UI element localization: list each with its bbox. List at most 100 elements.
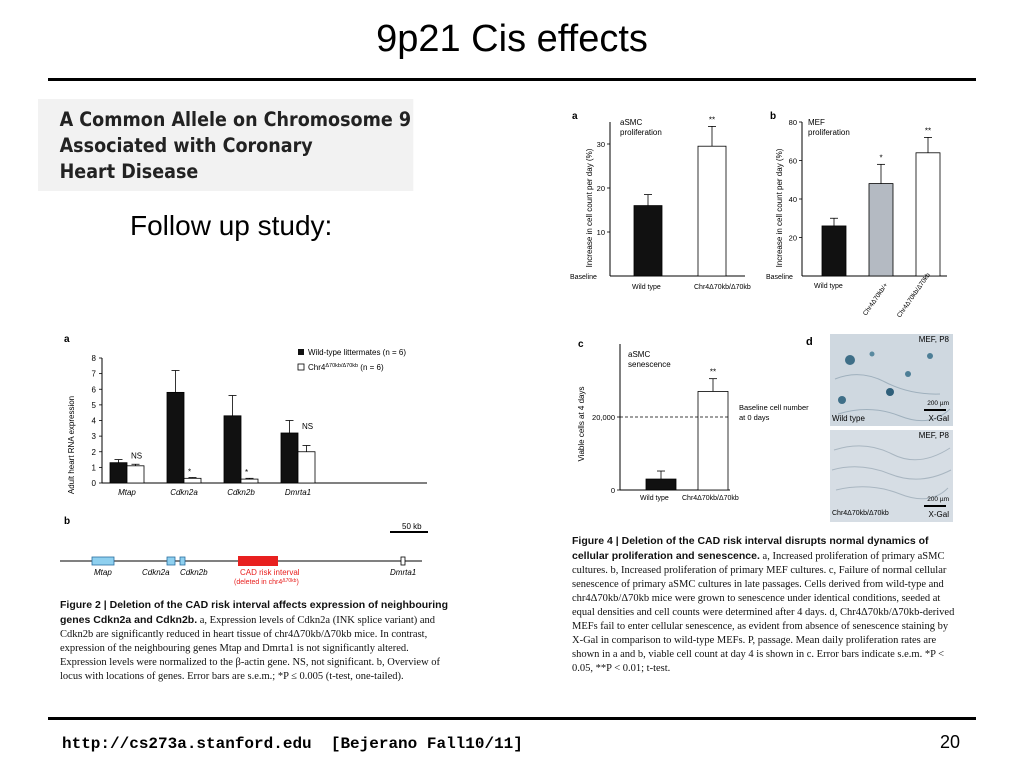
figure4-panel-c-letter: c <box>578 339 584 350</box>
figure4-c-title-2: senescence <box>628 360 671 369</box>
footer-divider <box>48 717 976 720</box>
legend-swatch-chr4 <box>297 363 305 371</box>
figure4-c-baseline-label-1: Baseline cell number <box>739 403 809 412</box>
figure4-b-bar-1 <box>821 225 847 277</box>
paper-title-clipping: A Common Allele on Chromosome 9 Associat… <box>38 99 414 191</box>
figure4-c-baseline-label-2: at 0 days <box>739 413 770 422</box>
figure4-c-xlabel-wt: Wild type <box>640 495 669 502</box>
gene-label-mtap: Mtap <box>94 568 112 577</box>
cad-label-line2: (deleted in chr4Δ70kb) <box>234 578 299 586</box>
figure2-x-tick-label: Mtap <box>118 488 136 497</box>
figure4-panel-d-letter: d <box>806 336 813 348</box>
figure4-a-title-1: aSMC <box>620 118 642 127</box>
figure2-bar-dmrta1-s2 <box>297 451 316 484</box>
figure4-b-y-tick-label: 60 <box>789 157 797 166</box>
figure4-a-plot: 10 20 30 ** <box>597 115 745 277</box>
cad-risk-interval <box>238 556 278 566</box>
follow-up-label: Follow up study: <box>130 210 333 241</box>
figure2-bar-cdkn2a-s2 <box>183 477 202 484</box>
figure4-c-plot: 0 20,000 ** <box>592 344 730 495</box>
figure4-b-significance: ** <box>925 126 931 135</box>
figure2-bar-cdkn2b-s2 <box>240 478 259 484</box>
figure4-b-xlabel-wt: Wild type <box>814 283 843 290</box>
figure2-panel-b-letter: b <box>64 516 70 527</box>
gene-dmrta1 <box>400 556 406 566</box>
figure4-b-bar-3 <box>915 152 941 277</box>
figure4-b-y-tick-label: 80 <box>789 118 797 127</box>
figure2-y-tick-label: 7 <box>92 370 97 379</box>
figure4-c-significance: ** <box>710 368 716 377</box>
figure2-annotation: * <box>245 468 248 477</box>
figure4-a-baseline: Baseline <box>570 274 597 281</box>
micrograph-wild-type-image <box>830 334 953 426</box>
figure2-x-tick-label: Dmrta1 <box>285 488 311 497</box>
figure2-y-tick-label: 1 <box>92 463 97 472</box>
figure4-panel-a: a aSMC proliferation Increase in cell co… <box>570 111 751 291</box>
figure4-c-y-tick-label: 0 <box>611 486 615 495</box>
figure4-b-title-1: MEF <box>808 118 825 127</box>
figure4-b-xlabel-hom: Chr4Δ70kb/Δ70kb <box>896 272 932 320</box>
figure2-bar-cdkn2a-s1 <box>166 391 185 484</box>
figure2-bar-cdkn2b-s1 <box>223 415 242 484</box>
figure4-c-xlabel-chr4: Chr4Δ70kb/Δ70kb <box>682 495 739 502</box>
figure2-y-tick-label: 4 <box>92 417 97 426</box>
figure2-caption: Figure 2 | Deletion of the CAD risk inte… <box>60 598 455 684</box>
figure2-panel-a: a Adult heart RNA expression 0 1 2 3 4 5 6 7 8 N… <box>64 334 427 497</box>
figure4-a-xlabel-wt: Wild type <box>632 284 661 291</box>
figure2-annotation: NS <box>302 422 313 431</box>
figure2-bar-mtap-s2 <box>126 465 145 484</box>
figure4-panel-b: b MEF proliferation Increase in cell cou… <box>766 111 947 320</box>
scale-bar-label: 50 kb <box>402 522 422 531</box>
legend-swatch-wild-type <box>298 349 304 355</box>
figure4-a-xlabel-chr4: Chr4Δ70kb/Δ70kb <box>694 284 751 291</box>
figure4-caption-body: a, Increased proliferation of primary aS… <box>572 551 955 674</box>
micrograph-wt-passage: MEF, P8 <box>918 335 949 344</box>
figure2-y-tick-label: 0 <box>92 479 97 488</box>
figure4-c-bar-2 <box>697 391 729 491</box>
micrograph-chr4-passage: MEF, P8 <box>918 431 949 440</box>
figure2-caption-title: Figure 2 | Deletion of the CAD risk inte… <box>60 599 449 626</box>
gene-cdkn2a <box>166 556 176 566</box>
figure2-ylabel: Adult heart RNA expression <box>67 396 76 494</box>
micrograph-wt-genotype: Wild type <box>832 414 865 423</box>
figure2-annotation: * <box>188 467 191 476</box>
figure4-b-bar-2 <box>868 183 894 277</box>
page-number: 20 <box>940 732 961 752</box>
figure2-panel-b: b 50 kb Mtap Cdkn2a Cdkn2b Dmrta1 CAD ri… <box>60 516 428 586</box>
figure4-a-y-tick-label: 20 <box>597 184 605 193</box>
micrograph-wild-type: MEF, P8 200 µm X-Gal Wild type <box>830 334 953 426</box>
figure4-b-baseline: Baseline <box>766 274 793 281</box>
figure4-caption: Figure 4 | Deletion of the CAD risk inte… <box>572 534 957 676</box>
gene-cdkn2b <box>179 556 186 566</box>
gene-label-dmrta1: Dmrta1 <box>390 568 416 577</box>
figure4-panel-c: c aSMC senescence Viable cells at 4 days… <box>577 339 809 502</box>
figure2-y-tick-label: 8 <box>92 354 97 363</box>
footer-url: http://cs273a.stanford.edu [Bejerano Fal… <box>62 735 523 753</box>
figure2-x-tick-label: Cdkn2b <box>227 488 255 497</box>
micrograph-chr4-scale: 200 µm <box>927 496 949 503</box>
figure4-a-significance: ** <box>709 115 715 124</box>
figure2-caption-body: a, Expression levels of Cdkn2a (INK spli… <box>60 615 441 682</box>
figure4-b-xlabel-het: Chr4Δ70kb/+ <box>862 282 890 317</box>
figure4-panel-b-letter: b <box>770 111 776 122</box>
figure2-annotation: NS <box>131 452 142 461</box>
micrograph-chr4-image <box>830 430 953 522</box>
figure4-a-y-tick-label: 30 <box>597 140 605 149</box>
gene-label-cdkn2a: Cdkn2a <box>142 568 170 577</box>
figure2-bar-dmrta1-s1 <box>280 432 299 484</box>
figure4-c-y-tick-label: 20,000 <box>592 413 615 422</box>
cad-label-line1: CAD risk interval <box>240 568 300 577</box>
figure2-y-tick-label: 5 <box>92 401 97 410</box>
figure2-y-tick-label: 2 <box>92 448 97 457</box>
figure2-panel-a-letter: a <box>64 334 70 345</box>
figure2-y-tick-label: 6 <box>92 385 97 394</box>
figure4-b-y-tick-label: 40 <box>789 195 797 204</box>
figure2-y-tick-label: 3 <box>92 432 97 441</box>
figure4-a-y-tick-label: 10 <box>597 228 605 237</box>
micrograph-chr4-genotype: Chr4Δ70kb/Δ70kb <box>832 510 889 517</box>
figure4-c-title-1: aSMC <box>628 350 650 359</box>
figure4-a-bar-1 <box>633 205 663 277</box>
legend-chr4: Chr4Δ70kb/Δ70kb (n = 6) <box>308 363 384 372</box>
figure2-x-tick-label: Cdkn2a <box>170 488 198 497</box>
